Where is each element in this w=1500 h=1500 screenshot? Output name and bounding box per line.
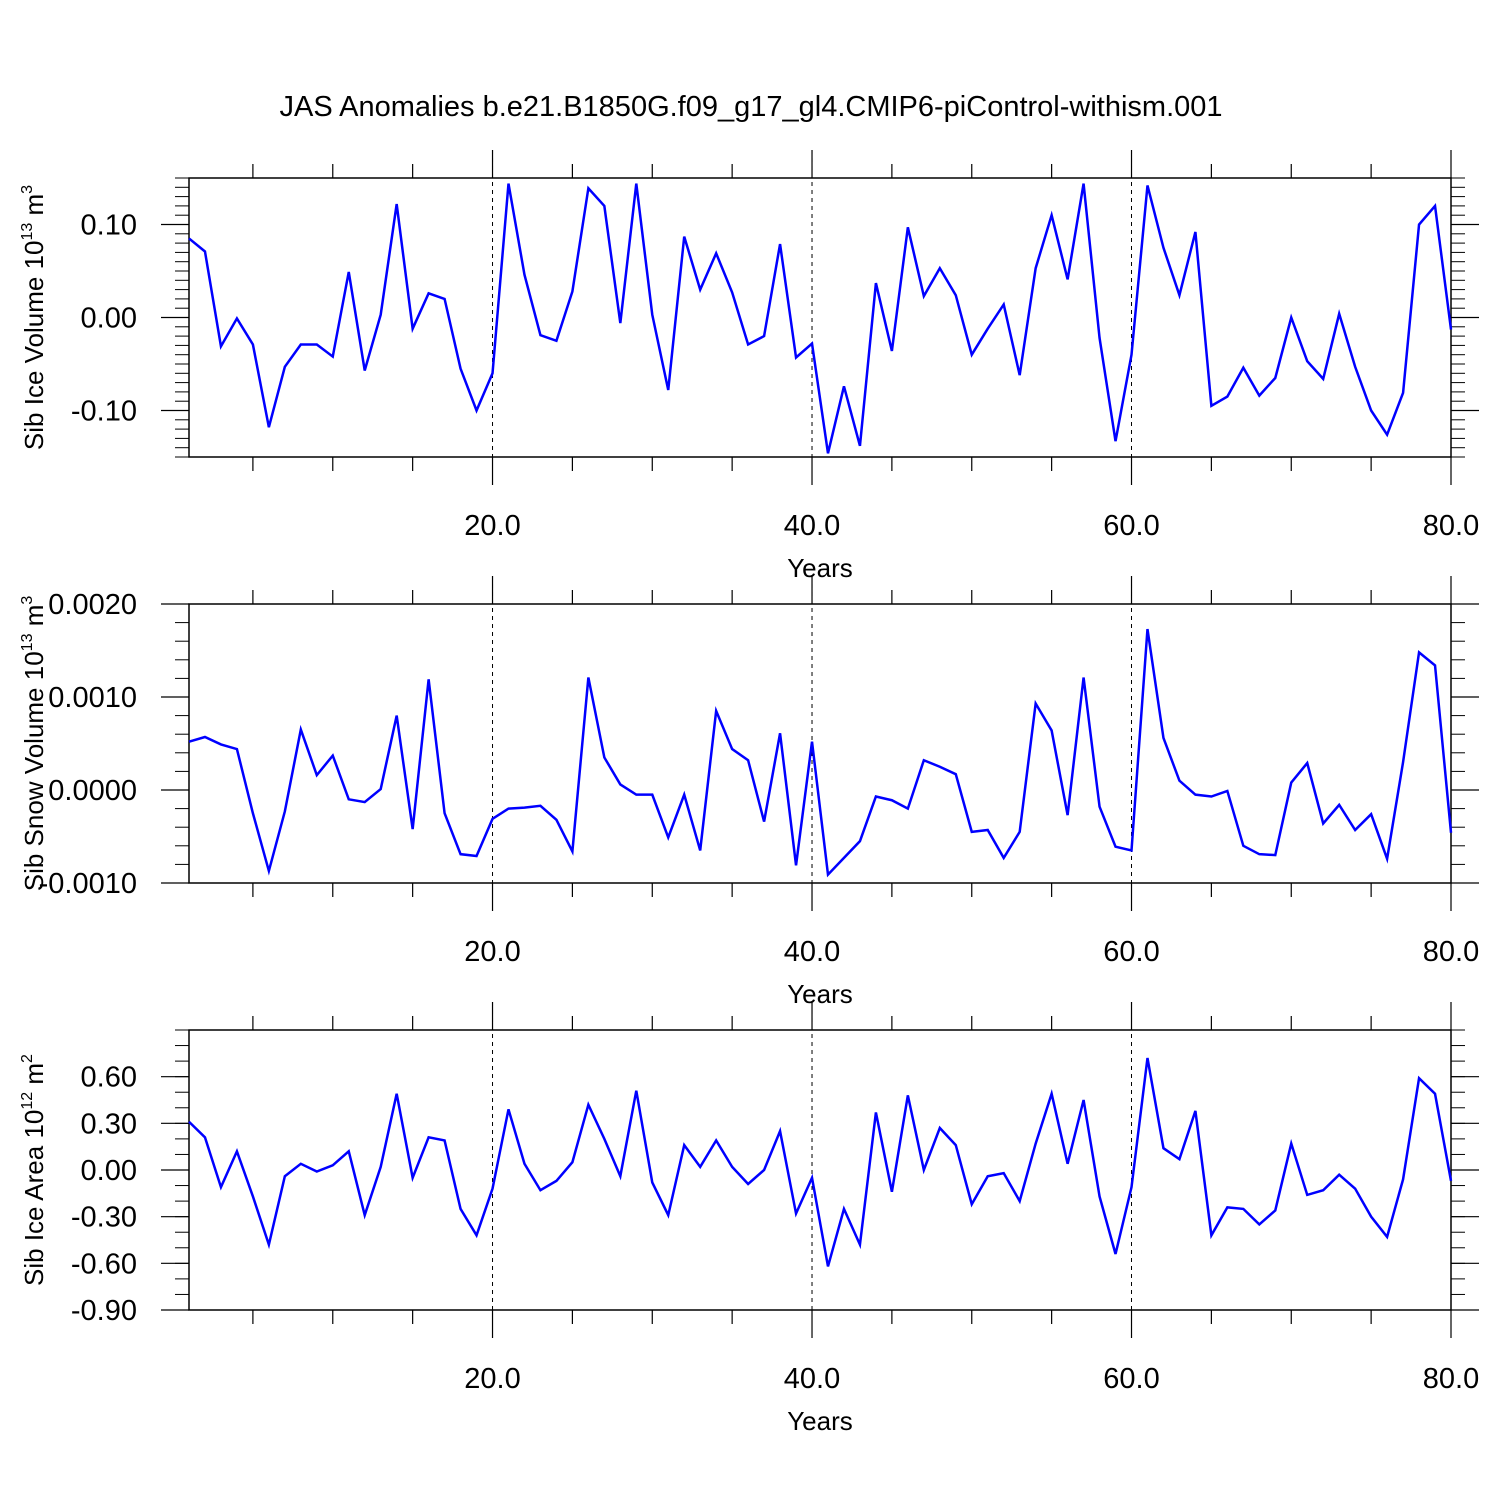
x-tick-label: 40.0 bbox=[784, 1363, 840, 1395]
chart-panel-3: -0.90 -0.60 -0.30 0.00 0.30 0.60 20.0 40.0 60.0 8… bbox=[19, 1002, 1479, 1436]
y-tick-label: -0.0010 bbox=[39, 868, 137, 900]
y-tick-label: -0.60 bbox=[71, 1248, 137, 1280]
x-tick-label: 20.0 bbox=[464, 510, 520, 542]
series-line bbox=[188, 183, 1453, 454]
y-tick-label: 0.00 bbox=[81, 1155, 137, 1187]
x-axis-label: Years bbox=[787, 979, 853, 1009]
panels: -0.10 0.00 0.10 20.0 40.0 60.0 80.0 Years Sib Ic… bbox=[19, 150, 1479, 1436]
y-axis-label: Sib Snow Volume 1013 m3 bbox=[19, 596, 49, 892]
y-tick-label: 0.00 bbox=[81, 303, 137, 335]
x-tick-label: 60.0 bbox=[1103, 510, 1159, 542]
y-tick-label: 0.0000 bbox=[48, 775, 137, 807]
y-tick-label: 0.0010 bbox=[48, 682, 137, 714]
plot-frame bbox=[188, 603, 1452, 884]
x-tick-label: 40.0 bbox=[784, 510, 840, 542]
y-axis-label: Sib Ice Volume 1013 m3 bbox=[19, 185, 49, 450]
y-tick-label: 0.60 bbox=[81, 1062, 137, 1094]
series-line bbox=[188, 1057, 1453, 1267]
y-tick-label: 0.0020 bbox=[48, 589, 137, 621]
y-tick-label: 0.30 bbox=[81, 1108, 137, 1140]
series-line bbox=[188, 628, 1453, 878]
x-tick-label: 20.0 bbox=[464, 936, 520, 968]
x-tick-label: 80.0 bbox=[1423, 936, 1479, 968]
y-tick-label: -0.90 bbox=[71, 1295, 137, 1327]
y-tick-label: -0.30 bbox=[71, 1202, 137, 1234]
y-tick-label: -0.10 bbox=[71, 396, 137, 428]
chart-panel-1: -0.10 0.00 0.10 20.0 40.0 60.0 80.0 Years Sib Ic… bbox=[19, 150, 1479, 583]
plot-frame bbox=[188, 1029, 1452, 1311]
x-axis-label: Years bbox=[787, 1406, 853, 1436]
plot-frame bbox=[188, 177, 1452, 458]
x-tick-label: 60.0 bbox=[1103, 1363, 1159, 1395]
y-tick-label: 0.10 bbox=[81, 210, 137, 242]
x-tick-label: 80.0 bbox=[1423, 510, 1479, 542]
y-axis-label: Sib Ice Area 1012 m2 bbox=[19, 1054, 49, 1286]
x-tick-label: 80.0 bbox=[1423, 1363, 1479, 1395]
x-tick-label: 40.0 bbox=[784, 936, 840, 968]
x-tick-label: 60.0 bbox=[1103, 936, 1159, 968]
chart-panel-2: -0.0010 0.0000 0.0010 0.0020 20.0 40.0 60.0 80.… bbox=[19, 576, 1479, 1009]
chart-title: JAS Anomalies b.e21.B1850G.f09_g17_gl4.C… bbox=[279, 91, 1222, 123]
x-tick-label: 20.0 bbox=[464, 1363, 520, 1395]
x-axis-label: Years bbox=[787, 553, 853, 583]
